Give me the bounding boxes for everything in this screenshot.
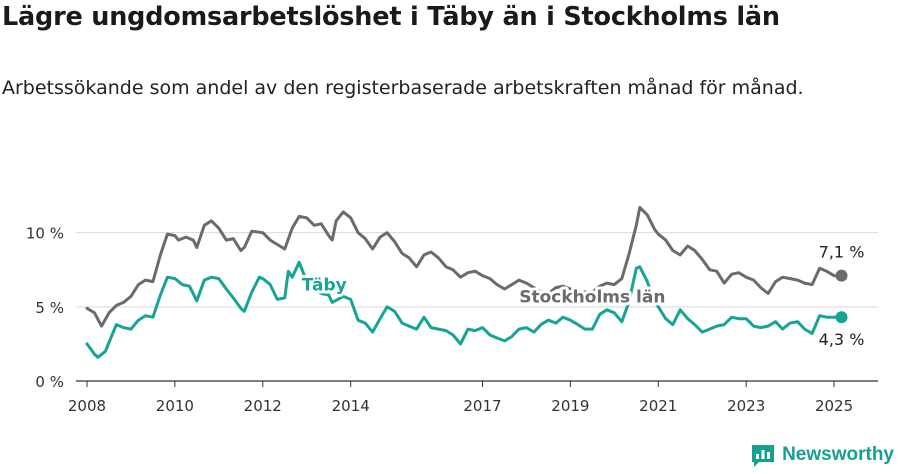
stockholm-series-line — [85, 206, 843, 328]
x-tick-label: 2014 — [332, 397, 370, 415]
taby-end-point — [835, 311, 848, 324]
taby-series-line — [85, 260, 843, 359]
y-tick-label: 10 % — [26, 225, 64, 243]
x-tick-label: 2010 — [156, 397, 194, 415]
taby-series-label: Täby — [302, 276, 347, 296]
x-tick-label: 2017 — [463, 397, 501, 415]
x-tick-label: 2021 — [639, 397, 677, 415]
stockholm-end-value-label: 7,1 % — [819, 243, 865, 262]
x-tick-label: 2025 — [815, 397, 853, 415]
stockholm-series-label: Stockholms län — [519, 287, 665, 307]
y-tick-label: 0 % — [35, 373, 64, 391]
chart-subtitle: Arbetssökande som andel av den registerb… — [2, 77, 804, 99]
x-tick-label: 2019 — [551, 397, 589, 415]
taby-end-value-label: 4,3 % — [819, 330, 865, 349]
newsworthy-logo-icon — [752, 445, 775, 467]
newsworthy-logo: Newsworthy — [750, 442, 894, 468]
y-tick-label: 5 % — [35, 299, 64, 317]
chart-title: Lägre ungdomsarbetslöshet i Täby än i St… — [2, 2, 780, 32]
x-tick-label: 2012 — [244, 397, 282, 415]
x-tick-label: 2008 — [68, 397, 106, 415]
x-tick-label: 2023 — [727, 397, 765, 415]
stockholm-end-point — [835, 269, 848, 282]
brand-name: Newsworthy — [782, 444, 894, 465]
